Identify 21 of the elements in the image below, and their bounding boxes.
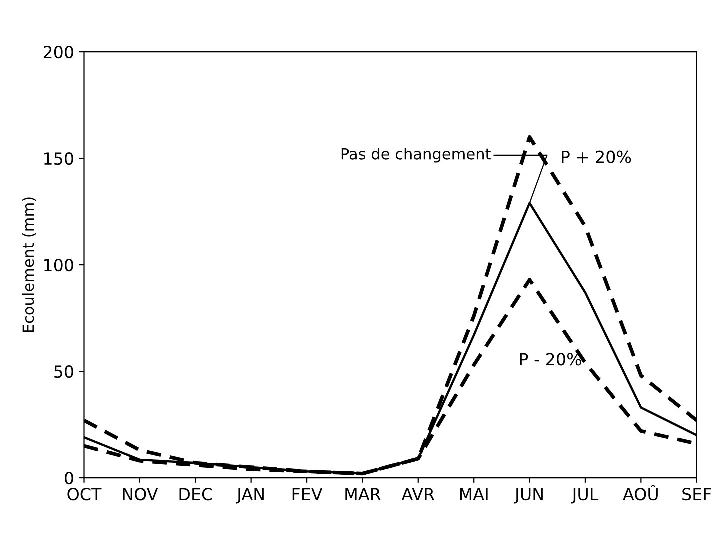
x-tick-label: OCT: [68, 488, 102, 501]
x-tick-label: JAN: [236, 488, 264, 504]
x-tick-label: NOV: [123, 488, 158, 501]
x-tick-label: DEC: [180, 488, 212, 501]
x-tick-label: JUN: [514, 488, 543, 504]
y-tick-label: 150: [44, 152, 74, 166]
x-tick-label: JUL: [571, 488, 599, 504]
annotation: P + 20%: [562, 150, 632, 164]
y-tick-label: 100: [44, 259, 74, 272]
y-tick-label: 50: [54, 366, 74, 378]
x-tick-label: AOÛ: [623, 484, 658, 501]
y-tick-label: 200: [44, 46, 74, 59]
x-tick-label: FEV: [292, 488, 323, 500]
x-tick-label: MAR: [346, 488, 381, 500]
annotation: P - 20%: [520, 353, 582, 366]
x-tick-label: MAI: [460, 488, 488, 500]
y-tick-label: 0: [65, 472, 74, 485]
y-axis-title: Ecoulement (mm): [22, 198, 36, 332]
x-tick-label: SEF: [682, 488, 712, 501]
annotation: Pas de changement: [342, 148, 491, 163]
x-tick-label: AVR: [402, 488, 435, 500]
